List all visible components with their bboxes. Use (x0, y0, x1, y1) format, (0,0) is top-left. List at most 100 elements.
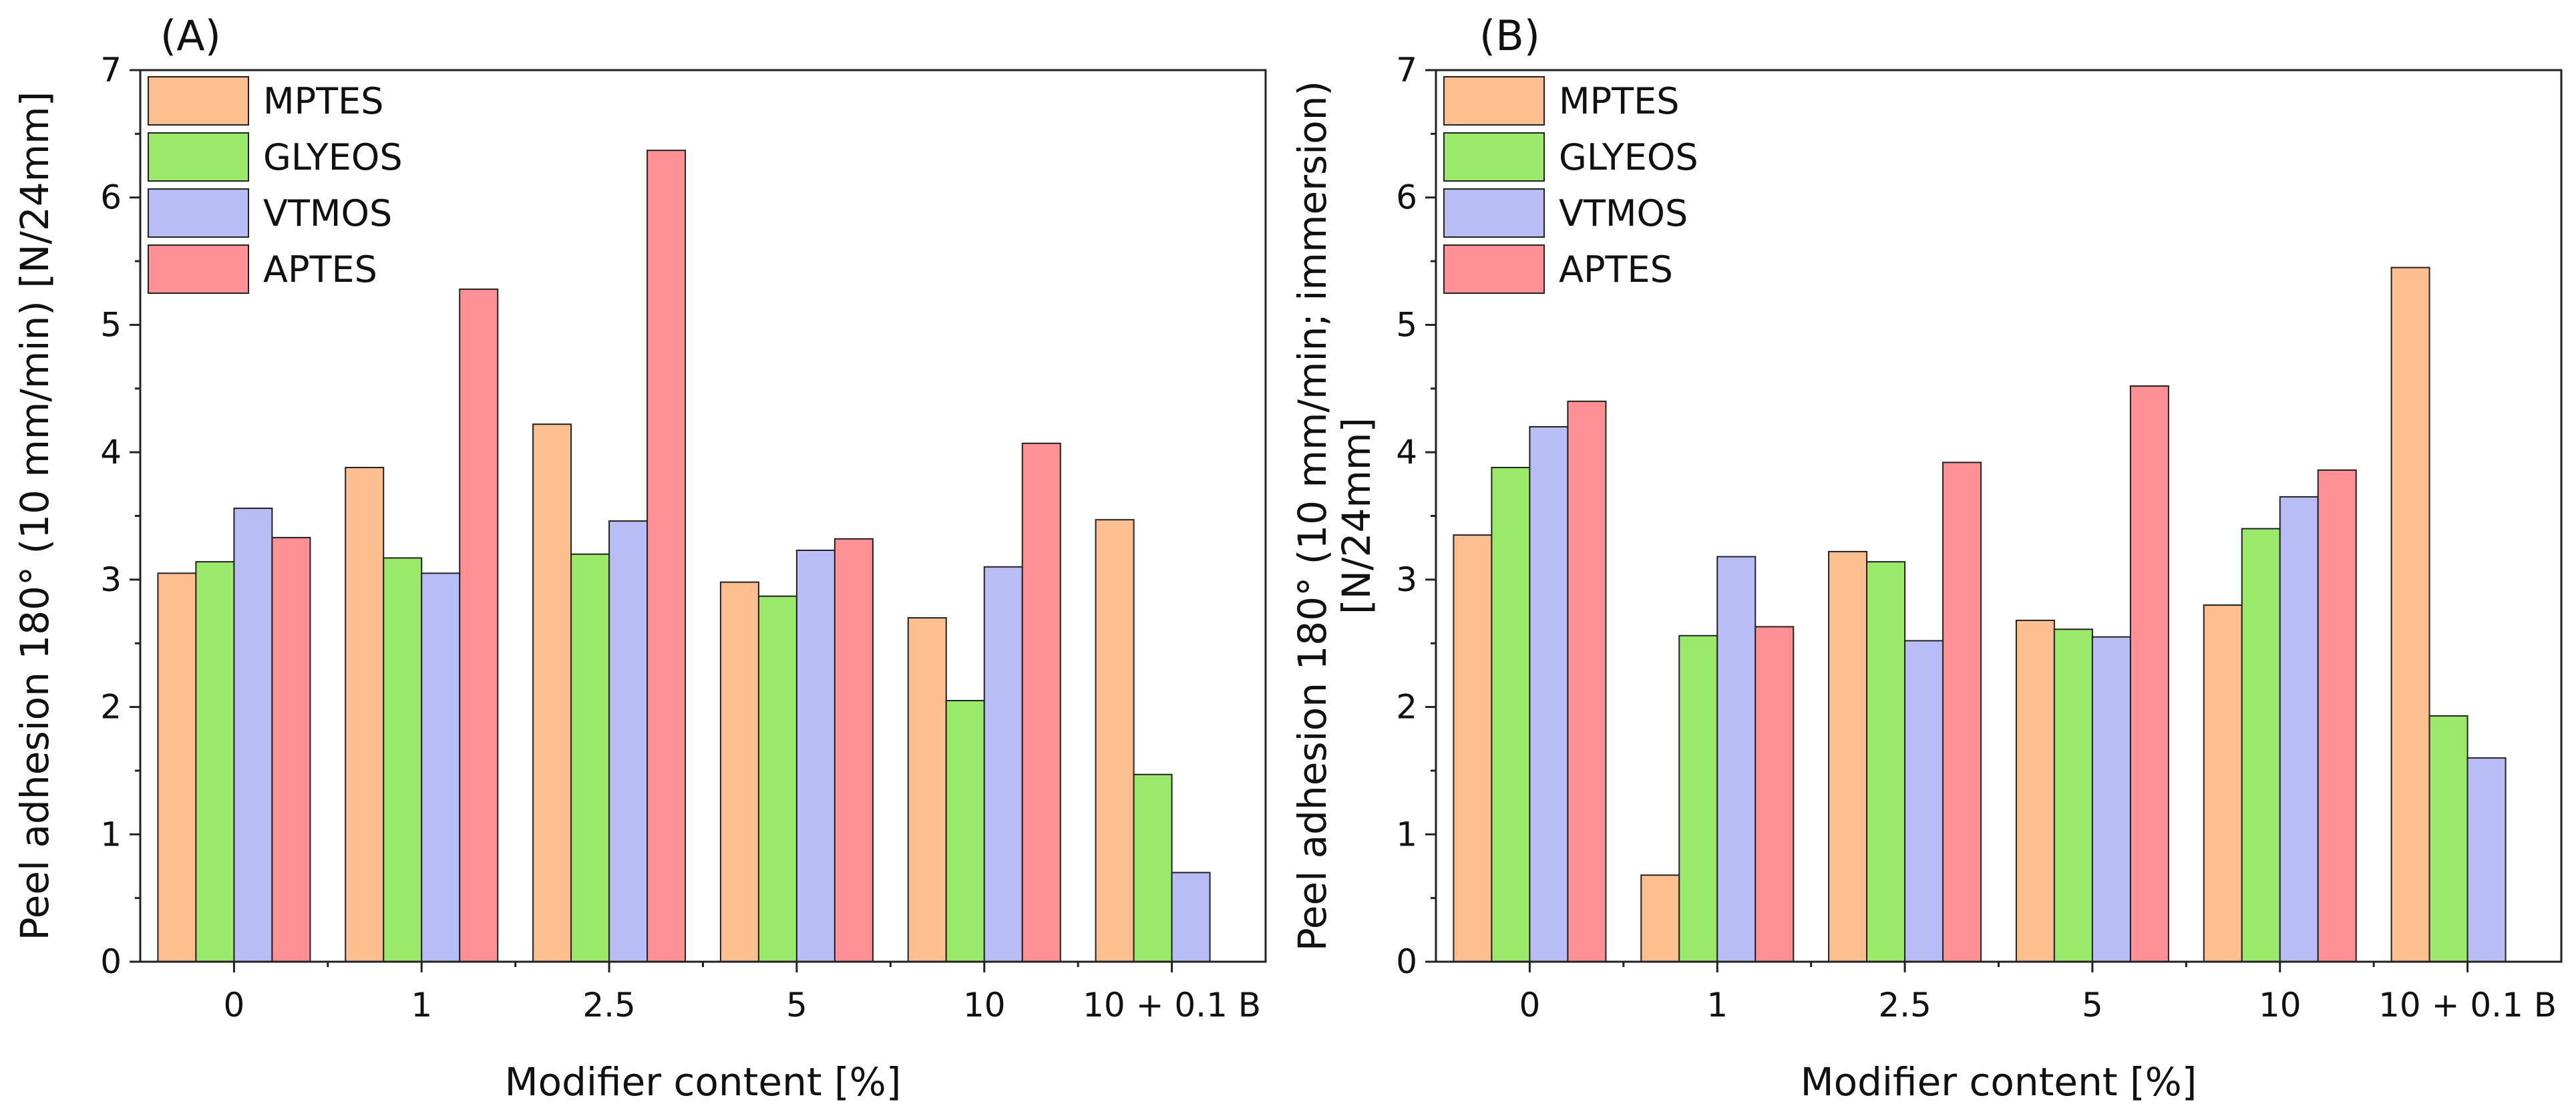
legend-label-vtmos: VTMOS (263, 192, 392, 234)
bar-glyeos-10-0-1-b (1133, 773, 1173, 963)
chart-panel-b: 0 1 2 3 4 5 6 7 0 1 2.5 5 10 10 + 0.1 B Modifier conte… (1290, 11, 2563, 1105)
bar-vtmos-10-0-1-b (2466, 757, 2507, 963)
x-axis-title: Modifier content [%] (505, 1059, 902, 1105)
panel-label: (A) (160, 11, 221, 60)
legend-swatch-glyeos (148, 132, 249, 182)
bar-mptes-1 (1640, 874, 1680, 963)
legend-swatch-aptes (148, 244, 249, 294)
bar-vtmos-5 (795, 549, 836, 962)
bar-glyeos-5 (2053, 628, 2093, 962)
bar-vtmos-10 (983, 566, 1023, 962)
legend-label-vtmos: VTMOS (1559, 192, 1688, 234)
panel-label: (B) (1479, 11, 1540, 60)
bar-vtmos-0 (1529, 426, 1569, 962)
bar-aptes-10 (2317, 469, 2357, 962)
y-tick-label: 6 (100, 178, 122, 217)
y-axis-title: Peel adhesion 180° (10 mm/min) [N/24mm] (12, 91, 57, 941)
bar-aptes-1 (1755, 626, 1795, 963)
x-tick-label-10: 10 (963, 986, 1006, 1025)
bar-glyeos-10-0-1-b (2428, 715, 2468, 962)
x-tick-label-10: 10 (2259, 986, 2302, 1025)
bar-glyeos-1 (1678, 634, 1718, 962)
bar-aptes-0 (271, 536, 311, 962)
bar-mptes-10-0-1-b (1095, 519, 1135, 962)
bar-vtmos-5 (2091, 636, 2131, 963)
bar-glyeos-2-5 (570, 553, 610, 962)
x-tick-label-1: 1 (1706, 986, 1728, 1025)
x-tick-label-1: 1 (411, 986, 432, 1025)
bar-vtmos-0 (233, 508, 273, 962)
bar-aptes-5 (2129, 385, 2169, 962)
bar-mptes-1 (345, 467, 385, 962)
legend-swatch-mptes (148, 76, 249, 126)
bar-aptes-0 (1567, 400, 1607, 962)
x-tick-label-2-5: 2.5 (1878, 986, 1931, 1025)
bar-mptes-10 (2203, 604, 2243, 962)
bar-mptes-10-0-1-b (2390, 266, 2430, 962)
bar-aptes-2-5 (1942, 461, 1982, 962)
x-tick-label-0: 0 (224, 986, 245, 1025)
legend-label-aptes: APTES (263, 248, 377, 291)
bar-vtmos-10-0-1-b (1171, 872, 1211, 962)
bar-mptes-5 (2015, 619, 2055, 963)
bar-mptes-10 (907, 617, 947, 962)
y-tick-label: 5 (100, 305, 122, 344)
bar-vtmos-1 (1716, 556, 1757, 962)
legend-label-mptes: MPTES (263, 80, 384, 122)
bar-mptes-0 (157, 572, 197, 962)
y-tick-label: 0 (1396, 942, 1417, 981)
legend-label-aptes: APTES (1559, 248, 1673, 291)
legend-swatch-glyeos (1443, 132, 1545, 182)
bar-glyeos-1 (383, 557, 423, 962)
y-axis-title-line-2: [N/24mm] (1334, 417, 1379, 614)
bar-glyeos-10 (945, 700, 985, 963)
bar-mptes-0 (1453, 534, 1493, 962)
y-tick-label: 3 (100, 560, 122, 599)
y-tick-label: 4 (1396, 433, 1417, 472)
y-tick-label: 2 (1396, 688, 1417, 727)
bar-mptes-5 (719, 581, 759, 962)
bar-glyeos-5 (757, 595, 797, 962)
chart-panel-a: 0 1 2 3 4 5 6 7 0 1 2.5 5 10 10 + 0.1 B Modifier conte… (12, 11, 1267, 1105)
x-tick-label-5: 5 (2082, 986, 2103, 1025)
y-axis-title-line-1: Peel adhesion 180° (10 mm/min; immersion… (1290, 81, 1335, 951)
legend-swatch-vtmos (1443, 188, 1545, 238)
y-tick-label: 1 (1396, 815, 1417, 854)
legend-label-mptes: MPTES (1559, 80, 1680, 122)
y-tick-label: 7 (1396, 51, 1417, 89)
bar-vtmos-2-5 (608, 520, 649, 962)
x-tick-label-2-5: 2.5 (582, 986, 636, 1025)
bar-glyeos-10 (2241, 528, 2281, 962)
bar-glyeos-0 (195, 561, 235, 962)
y-tick-label: 4 (100, 433, 122, 472)
bar-aptes-10 (1021, 442, 1061, 962)
y-tick-label: 6 (1396, 178, 1417, 217)
bar-aptes-2-5 (647, 150, 687, 962)
legend-label-glyeos: GLYEOS (1559, 136, 1698, 178)
legend-label-glyeos: GLYEOS (263, 136, 403, 178)
y-tick-label: 7 (100, 51, 122, 89)
x-tick-label-0: 0 (1519, 986, 1541, 1025)
x-tick-label-10-0-1-b: 10 + 0.1 B (2378, 986, 2557, 1025)
bar-aptes-5 (834, 538, 874, 962)
bar-glyeos-2-5 (1866, 561, 1906, 962)
bar-mptes-2-5 (532, 423, 572, 962)
bar-vtmos-1 (421, 572, 461, 962)
y-tick-label: 0 (100, 942, 122, 981)
x-tick-label-5: 5 (786, 986, 807, 1025)
y-tick-label: 5 (1396, 305, 1417, 344)
legend-swatch-aptes (1443, 244, 1545, 294)
x-tick-label-10-0-1-b: 10 + 0.1 B (1083, 986, 1261, 1025)
bar-glyeos-0 (1491, 467, 1531, 962)
legend-swatch-mptes (1443, 76, 1545, 126)
y-tick-label: 1 (100, 815, 122, 854)
y-tick-label: 3 (1396, 560, 1417, 599)
bar-mptes-2-5 (1828, 550, 1868, 962)
bar-aptes-1 (459, 289, 499, 962)
y-tick-label: 2 (100, 688, 122, 727)
x-axis-title: Modifier content [%] (1801, 1059, 2197, 1105)
bar-vtmos-10 (2279, 496, 2319, 962)
legend-swatch-vtmos (148, 188, 249, 238)
bar-vtmos-2-5 (1904, 640, 1944, 963)
